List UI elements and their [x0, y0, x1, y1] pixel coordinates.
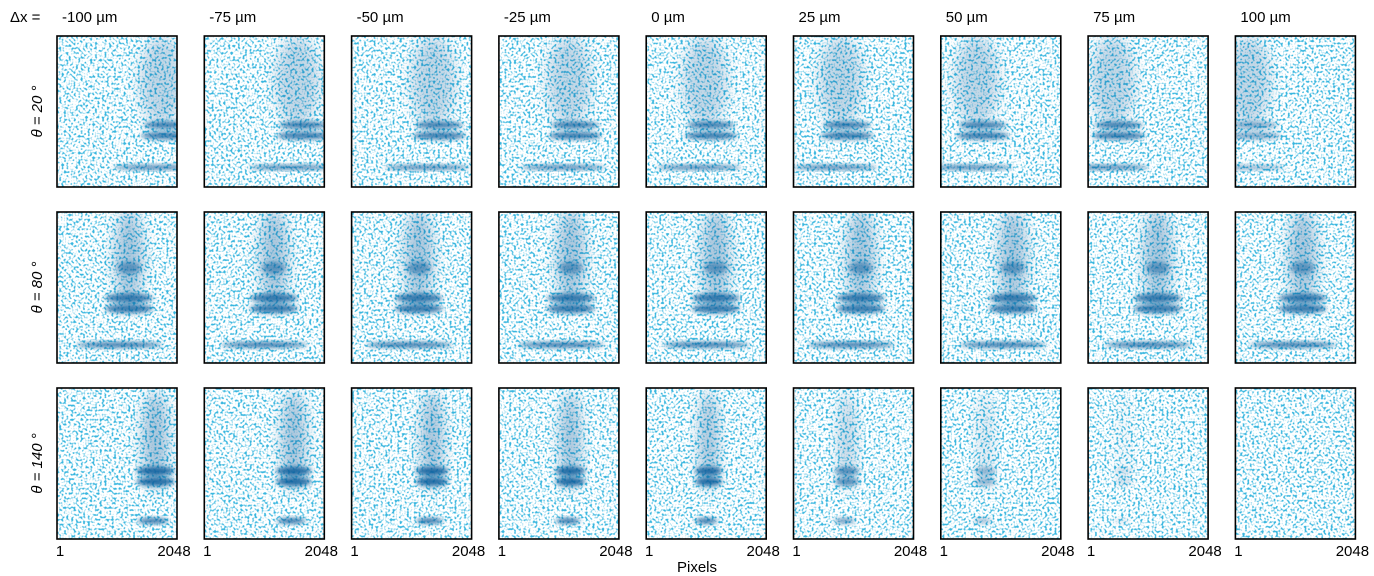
x-tick-label: 1: [645, 543, 653, 560]
image-panel: [1234, 387, 1357, 540]
image-panel: [792, 387, 915, 540]
x-tick-label: 2048: [1041, 543, 1074, 560]
image-panel: [1234, 35, 1357, 188]
image-panel: [203, 387, 326, 540]
column-label: -75 µm: [209, 9, 256, 26]
column-label: 50 µm: [946, 9, 988, 26]
column-label: -50 µm: [357, 9, 404, 26]
x-tick-label: 1: [792, 543, 800, 560]
x-tick-label: 2048: [157, 543, 190, 560]
image-panel: [1087, 211, 1209, 364]
x-tick-label: 1: [1234, 543, 1242, 560]
x-tick-label: 1: [56, 543, 64, 560]
x-tick-label: 1: [498, 543, 506, 560]
x-tick-label: 1: [350, 543, 358, 560]
image-panel: [498, 35, 620, 188]
x-tick-label: 2048: [1188, 543, 1221, 560]
image-panel: [56, 387, 178, 540]
image-panel: [498, 387, 620, 540]
image-panel: [1087, 35, 1209, 188]
column-label: 25 µm: [799, 9, 841, 26]
x-tick-label: 1: [1087, 543, 1095, 560]
x-tick-label: 1: [203, 543, 211, 560]
x-tick-label: 2048: [452, 543, 485, 560]
column-label: 75 µm: [1093, 9, 1135, 26]
image-panel: [350, 35, 473, 188]
row-label: θ = 80 °: [29, 261, 46, 313]
image-panel: [792, 35, 915, 188]
column-label: 0 µm: [651, 9, 685, 26]
image-panel: [203, 35, 326, 188]
column-label: -100 µm: [62, 9, 117, 26]
image-panel: [645, 35, 768, 188]
image-panel: [203, 211, 326, 364]
image-panel: [645, 387, 768, 540]
x-tick-label: 2048: [599, 543, 632, 560]
x-tick-label: 2048: [894, 543, 927, 560]
image-panel: [498, 211, 620, 364]
image-panel: [350, 211, 473, 364]
x-axis-label: Pixels: [677, 559, 717, 576]
image-panel: [1087, 387, 1209, 540]
dx-label: Δx =: [10, 9, 41, 26]
row-label: θ = 20 °: [29, 85, 46, 137]
image-panel: [350, 387, 473, 540]
image-panel: [939, 387, 1062, 540]
row-label: θ = 140 °: [29, 433, 46, 493]
image-panel: [939, 211, 1062, 364]
x-tick-label: 2048: [305, 543, 338, 560]
column-label: -25 µm: [504, 9, 551, 26]
image-panel: [792, 211, 915, 364]
x-tick-label: 2048: [747, 543, 780, 560]
image-panel: [56, 211, 178, 364]
x-tick-label: 1: [940, 543, 948, 560]
image-panel: [939, 35, 1062, 188]
column-label: 100 µm: [1240, 9, 1290, 26]
image-panel: [1234, 211, 1357, 364]
image-panel: [56, 35, 178, 188]
image-panel: [645, 211, 768, 364]
x-tick-label: 2048: [1336, 543, 1369, 560]
